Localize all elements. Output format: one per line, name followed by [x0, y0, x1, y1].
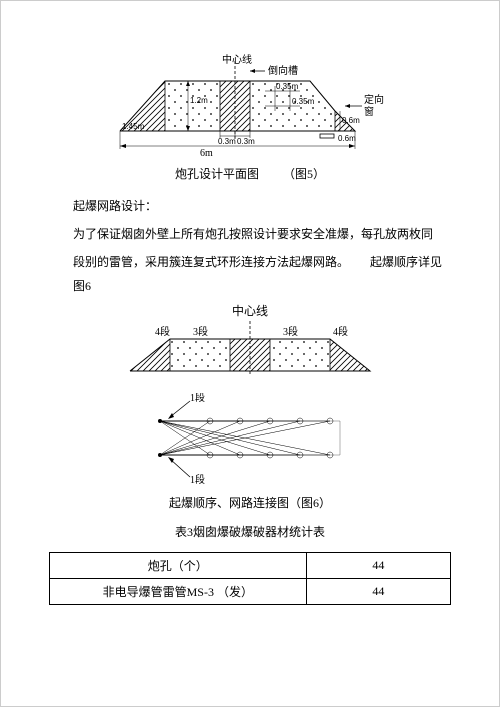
dim-0-3m-a: 0.3m [218, 137, 236, 146]
figure-5-svg: 中心线 倒向槽 定向 窗 1.2m 0.35m 0.35m [100, 51, 400, 161]
stats-table: 炮孔（个） 44 非电导爆管雷管MS-3 （发） 44 [49, 552, 451, 605]
stage1-bottom: 1段 [190, 473, 205, 486]
cell-value-0: 44 [306, 553, 450, 579]
dim-grid-a: 0.35m [276, 82, 299, 91]
seg-3-left: 3段 [193, 325, 208, 338]
label-dir-window-1: 定向 [364, 93, 384, 106]
fig5-caption-text: 炮孔设计平面图 [175, 167, 259, 181]
fig5-caption-ref: （图5） [283, 167, 325, 181]
dim-0-3m-b: 0.3m [237, 137, 255, 146]
para2-a: 段别的雷管，采用簇连复式环形连接方法起爆网路。 [73, 255, 349, 269]
dim-1-45m: 1.45m [122, 122, 145, 131]
cell-value-1: 44 [306, 579, 450, 605]
figure-5-caption: 炮孔设计平面图 （图5） [49, 165, 451, 182]
dim-grid-b: 0.35m [292, 97, 315, 106]
cell-label-1: 非电导爆管雷管MS-3 （发） [50, 579, 307, 605]
cell-label-0: 炮孔（个） [50, 553, 307, 579]
paragraph-1: 为了保证烟囱外壁上所有炮孔按照设计要求安全准爆，每孔放两枚同 [49, 222, 451, 246]
heading-network: 起爆网路设计： [73, 194, 451, 218]
dim-0-6m-w: 0.6m [338, 134, 356, 143]
document-page: 中心线 倒向槽 定向 窗 1.2m 0.35m 0.35m [0, 0, 500, 707]
table-row: 非电导爆管雷管MS-3 （发） 44 [50, 579, 451, 605]
table-3-title: 表3烟囱爆破爆破器材统计表 [49, 523, 451, 540]
table-row: 炮孔（个） 44 [50, 553, 451, 579]
paragraph-2: 段别的雷管，采用簇连复式环形连接方法起爆网路。 起爆顺序详见图6 [73, 250, 451, 298]
figure-6-network: 1段 1段 [49, 393, 451, 488]
stage1-top: 1段 [190, 393, 205, 404]
figure-6-caption: 起爆顺序、网路连接图（图6） [49, 494, 451, 511]
label-centerline-text: 中心线 [49, 302, 451, 319]
label-dir-window-2: 窗 [364, 105, 374, 118]
seg-3-right: 3段 [283, 325, 298, 338]
figure-6-band-svg: 4段 3段 3段 4段 [115, 321, 385, 381]
seg-4-right: 4段 [333, 325, 348, 338]
label-centerline: 中心线 [222, 53, 252, 66]
dim-1-2m: 1.2m [190, 96, 208, 105]
dim-0-6m-h: 0.6m [342, 116, 360, 125]
dim-6m: 6m [200, 148, 213, 159]
figure-6-band: 4段 3段 3段 4段 [49, 321, 451, 381]
figure-6-network-svg: 1段 1段 [130, 393, 370, 488]
label-inverted-slot: 倒向槽 [268, 64, 298, 77]
figure-5: 中心线 倒向槽 定向 窗 1.2m 0.35m 0.35m [49, 51, 451, 161]
seg-4-left: 4段 [155, 325, 170, 338]
